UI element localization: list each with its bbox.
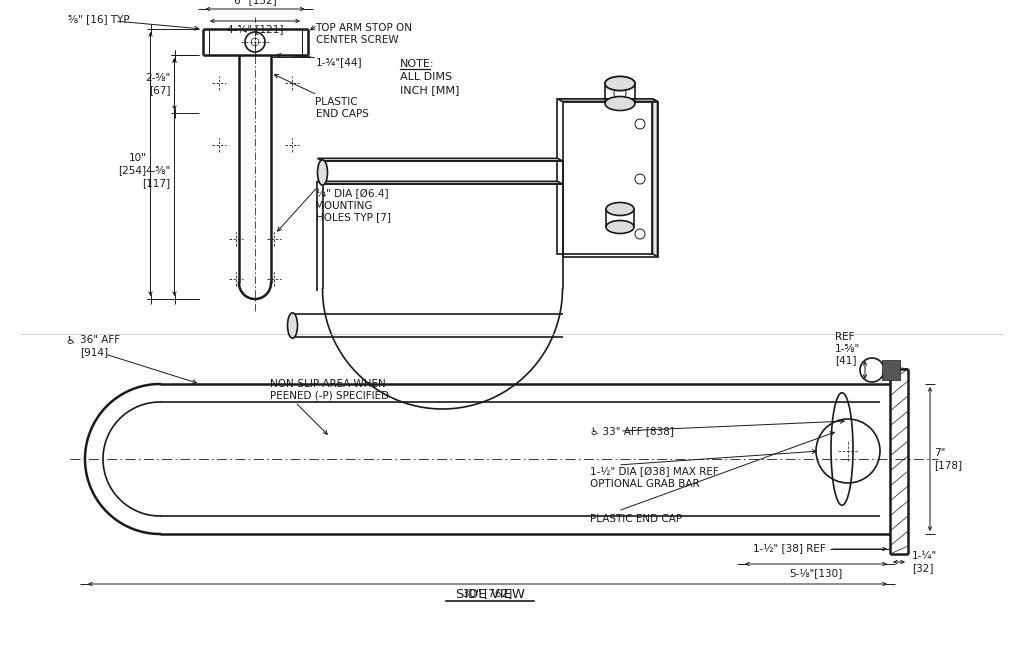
Text: 2-⅝"
[67]: 2-⅝" [67] — [145, 73, 171, 95]
Text: ¼" DIA [Ø6.4]
MOUNTING
HOLES TYP [7]: ¼" DIA [Ø6.4] MOUNTING HOLES TYP [7] — [315, 189, 390, 222]
Ellipse shape — [605, 76, 635, 90]
Text: PLASTIC
END CAPS: PLASTIC END CAPS — [315, 97, 369, 118]
Text: 1-½" [38] REF: 1-½" [38] REF — [754, 544, 826, 554]
Text: ALL DIMS
INCH [MM]: ALL DIMS INCH [MM] — [400, 72, 460, 95]
Text: ♿ 33" AFF [838]: ♿ 33" AFF [838] — [590, 426, 674, 436]
Text: 5-⅛"[130]: 5-⅛"[130] — [790, 568, 843, 578]
Text: ♿: ♿ — [65, 335, 75, 345]
Text: REF
1-⅝"
[41]: REF 1-⅝" [41] — [835, 332, 860, 365]
Text: NON-SLIP AREA WHEN
PEENED (-P) SPECIFIED: NON-SLIP AREA WHEN PEENED (-P) SPECIFIED — [270, 379, 389, 401]
Text: PLASTIC END CAP: PLASTIC END CAP — [590, 514, 682, 524]
Text: 7"
[178]: 7" [178] — [934, 448, 963, 470]
Text: 1-¾"[44]: 1-¾"[44] — [315, 57, 362, 67]
Text: NOTE:: NOTE: — [400, 59, 434, 69]
Text: 10"
[254]: 10" [254] — [119, 153, 146, 175]
Ellipse shape — [606, 203, 634, 215]
Ellipse shape — [606, 221, 634, 233]
Text: 4-⅝"
[117]: 4-⅝" [117] — [142, 166, 171, 188]
Text: 36" AFF
[914]: 36" AFF [914] — [80, 335, 120, 357]
Text: ⅝" [16] TYP: ⅝" [16] TYP — [68, 14, 130, 24]
Ellipse shape — [288, 313, 298, 338]
Text: SIDE VIEW: SIDE VIEW — [456, 588, 524, 601]
Text: 4-¾" [121]: 4-¾" [121] — [226, 24, 284, 34]
Ellipse shape — [605, 96, 635, 110]
Text: 1-¼"
[32]: 1-¼" [32] — [912, 551, 937, 573]
Bar — [882, 360, 900, 380]
Polygon shape — [557, 99, 657, 102]
Text: 30" [762]: 30" [762] — [463, 588, 512, 598]
Polygon shape — [652, 99, 657, 256]
Polygon shape — [317, 159, 562, 161]
Text: 1-½" DIA [Ø38] MAX REF
OPTIONAL GRAB BAR: 1-½" DIA [Ø38] MAX REF OPTIONAL GRAB BAR — [590, 467, 719, 489]
Text: 6" [152]: 6" [152] — [233, 0, 276, 5]
Ellipse shape — [317, 160, 328, 185]
Text: TOP ARM STOP ON
CENTER SCREW: TOP ARM STOP ON CENTER SCREW — [315, 23, 413, 45]
Polygon shape — [317, 181, 562, 184]
